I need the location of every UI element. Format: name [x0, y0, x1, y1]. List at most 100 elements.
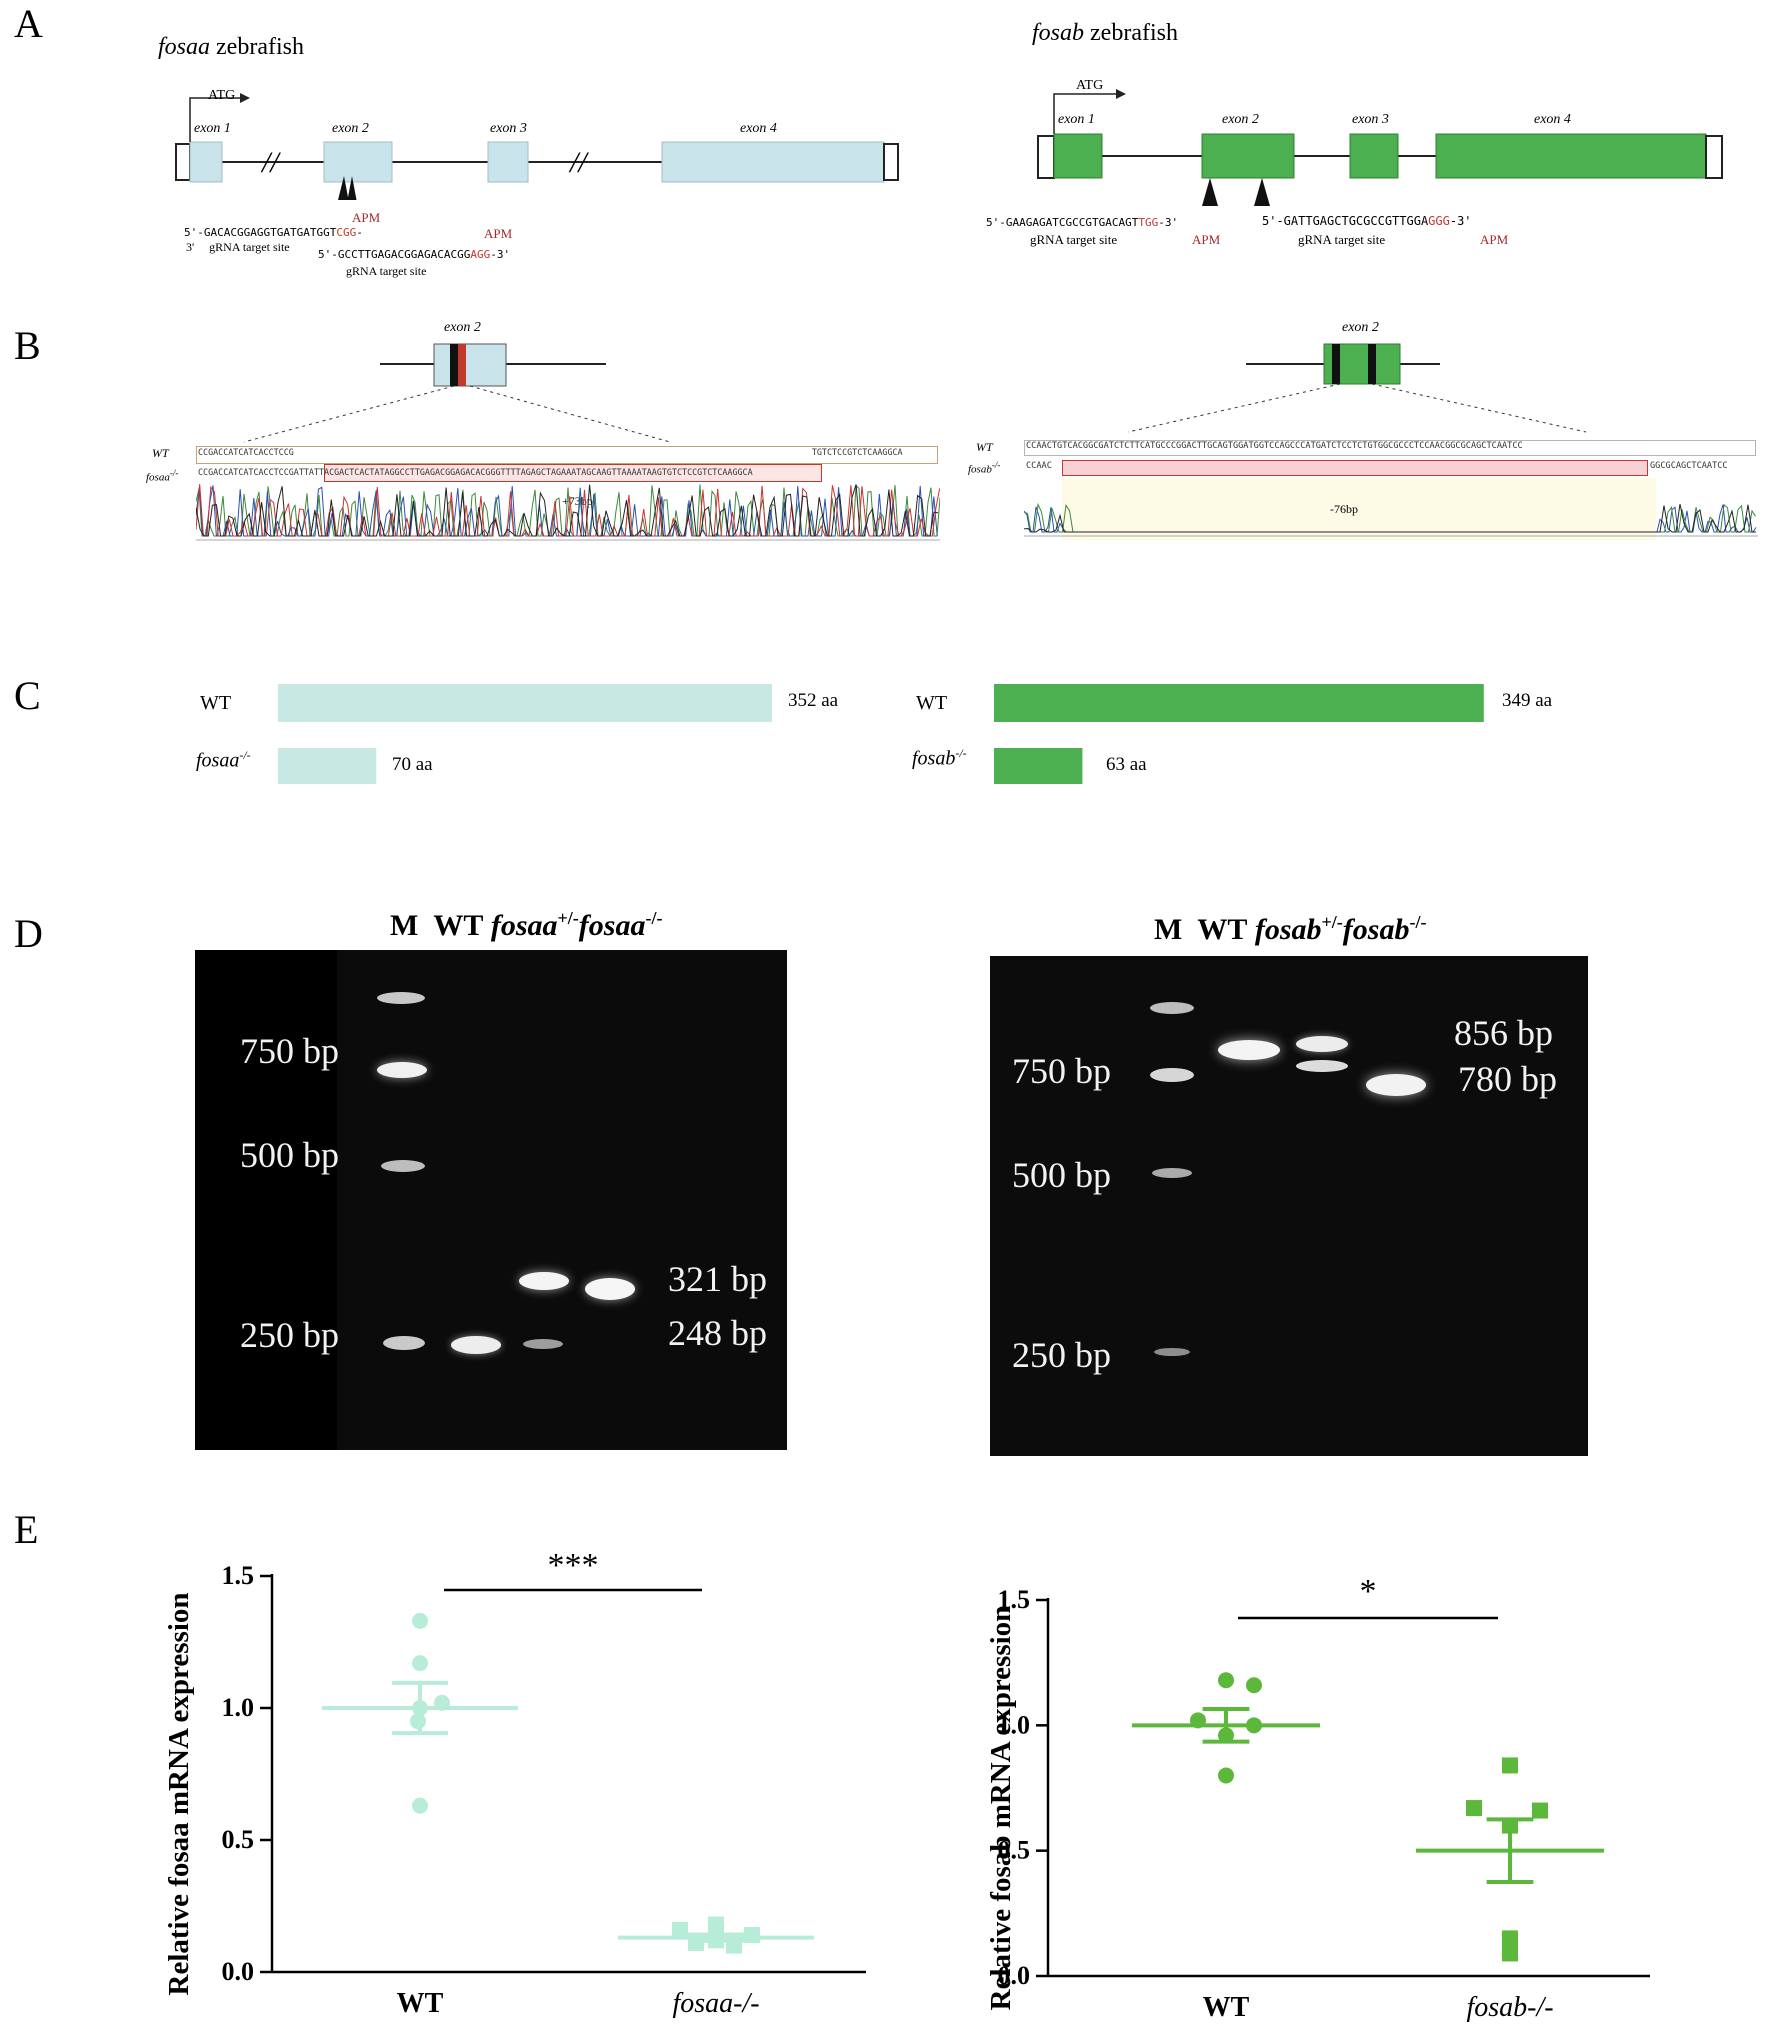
exon3-label-fosaa: exon 3 [490, 121, 527, 136]
grna-seq-1-tail: 3' gRNA target site [186, 240, 290, 254]
data-point [1532, 1802, 1548, 1819]
protein-bar-fosab-mut [994, 748, 1083, 784]
data-point [1502, 1945, 1518, 1962]
gel-band-321: 321 bp [668, 1259, 767, 1299]
gel-marker-750-fosaa: 750 bp [240, 1031, 339, 1071]
exon2-label-fosaa: exon 2 [332, 121, 369, 136]
y-tick-label: 0.0 [998, 1961, 1031, 1990]
gel-image-fosab [990, 956, 1588, 1456]
exon4-label-fosab: exon 4 [1534, 112, 1571, 127]
grna-seq-1: 5'-GACACGGAGGTGATGATGGTCGG- [184, 226, 363, 239]
exon4-label-fosaa: exon 4 [740, 121, 777, 136]
gene-structure-fosab [1037, 89, 1723, 206]
y-tick-label: 1.5 [998, 1585, 1031, 1614]
gel-band-856: 856 bp [1454, 1013, 1553, 1053]
grna-site-2: gRNA target site [346, 264, 427, 278]
insertion-box-fosaa [324, 464, 822, 482]
x-category-label: WT [397, 1988, 444, 2019]
seq-row-label-wt-fosab: WT [976, 440, 993, 454]
x-category-label: WT [1203, 1992, 1250, 2023]
deletion-box-fosab [1062, 460, 1648, 476]
exon2-zoom-fosaa [243, 343, 671, 443]
protein-label-mut-fosaa: fosaa-/- [196, 748, 251, 772]
gel-header-fosab: M WT fosab+/-fosab-/- [1154, 912, 1427, 946]
panel-label-a: A [14, 1, 43, 46]
data-point [1502, 1757, 1518, 1774]
grna-seq-4: 5'-GATTGAGCTGCGCCGTTGGAGGG-3' [1262, 214, 1472, 228]
gel-marker-250-fosaa: 250 bp [240, 1315, 339, 1355]
seq-row-label-mut-fosaa: fosaa-/- [146, 468, 179, 484]
y-tick-label: 0.0 [222, 1957, 255, 1986]
gel-image-fosaa [195, 950, 787, 1450]
gene-title-fosab: fosab zebrafish [1032, 20, 1178, 46]
grna-seq-3: 5'-GAAGAGATCGCCGTGACAGTTGG-3' [986, 216, 1179, 229]
gel-marker-750-fosab: 750 bp [1012, 1051, 1111, 1091]
exon2-zoom-label-fosab: exon 2 [1342, 320, 1379, 335]
data-point [412, 1655, 428, 1672]
exon2-label-fosab: exon 2 [1222, 112, 1259, 127]
data-point [1246, 1677, 1262, 1694]
wt-seq-fosaa: CCGACCATCATCACCTCCG TGTCTCCGTCTCAAGGCA [198, 447, 903, 457]
grna-site-4: gRNA target site [1298, 232, 1386, 247]
mut-seq-fosaa: CCGACCATCATCACCTCCGATTATTACGACTCACTATAGG… [198, 467, 753, 477]
gel-header-fosaa: M WT fosaa+/-fosaa-/- [390, 908, 663, 942]
exon2-zoom-fosab [1127, 343, 1587, 433]
x-category-label: fosab-/- [1466, 1992, 1553, 2023]
chart-fosaa-expression: 0.0 0.5 1.0 1.5 Relative fosaa mRNA expressi… [163, 1547, 866, 2019]
chromatogram-fosaa [196, 484, 940, 541]
mut-seq-fosab-a: CCAAC [1026, 461, 1052, 471]
data-point [672, 1921, 688, 1938]
grna-site-3: gRNA target site [1030, 232, 1118, 247]
exon1-label-fosaa: exon 1 [194, 121, 231, 136]
protein-length-mut-fosab: 63 aa [1106, 754, 1147, 775]
protein-bar-fosab-wt [994, 684, 1484, 722]
protein-label-mut-fosab: fosab-/- [912, 746, 967, 770]
exon2-zoom-label-fosaa: exon 2 [444, 320, 481, 335]
data-point [1218, 1672, 1234, 1689]
protein-length-wt-fosab: 349 aa [1502, 690, 1553, 711]
mut-seq-fosab-b: GGCGCAGCTCAATCC [1650, 461, 1728, 471]
data-point [744, 1927, 760, 1944]
gel-marker-500-fosab: 500 bp [1012, 1155, 1111, 1195]
wt-seq-box-fosaa [196, 446, 938, 464]
y-tick-label: 1.5 [222, 1561, 255, 1590]
gel-marker-250-fosab: 250 bp [1012, 1335, 1111, 1375]
data-point [1218, 1767, 1234, 1784]
y-tick-label: 1.0 [222, 1693, 255, 1722]
gel-band-780: 780 bp [1458, 1059, 1557, 1099]
atg-label-fosaa: ATG [208, 88, 236, 103]
protein-label-wt-fosab: WT [916, 692, 948, 714]
protein-bar-fosaa-mut [278, 748, 377, 784]
indel-label-fosab: -76bp [1330, 502, 1358, 516]
data-point [1502, 1930, 1518, 1947]
gene-title-fosaa: fosaa zebrafish [158, 34, 304, 60]
panel-label-d: D [14, 911, 43, 956]
wt-seq-fosab: CCAACTGTCACGGCGATCTCTTCATGCCCGGACTTGCAGT… [1026, 441, 1523, 451]
gel-band-248: 248 bp [668, 1313, 767, 1353]
chromatogram-bg-fosab [1062, 478, 1656, 540]
y-tick-label: 0.5 [998, 1836, 1031, 1865]
y-axis-label: Relative fosaa mRNA expression [163, 1592, 195, 1995]
data-point [708, 1916, 724, 1933]
panel-label-e: E [14, 1507, 39, 1552]
y-tick-label: 1.0 [998, 1710, 1031, 1739]
apm-label-4: APM [1480, 232, 1509, 247]
exon3-label-fosab: exon 3 [1352, 112, 1389, 127]
apm-label-1: APM [352, 210, 381, 225]
gene-structure-fosaa: // // [175, 93, 899, 200]
svg-text://: // [260, 146, 281, 179]
exon1-label-fosab: exon 1 [1058, 112, 1095, 127]
atg-label-fosab: ATG [1076, 78, 1104, 93]
seq-row-label-wt-fosaa: WT [152, 446, 169, 460]
panel-label-c: C [14, 673, 41, 718]
panel-label-b: B [14, 323, 41, 368]
chromatogram-fosab [1024, 502, 1758, 537]
y-tick-label: 0.5 [222, 1825, 255, 1854]
y-axis-label: Relative fosab mRNA expression [985, 1606, 1017, 2011]
protein-length-mut-fosaa: 70 aa [392, 754, 433, 775]
wt-seq-box-fosab [1024, 440, 1756, 456]
protein-bar-fosaa-wt [278, 684, 772, 722]
apm-label-2: APM [484, 226, 513, 241]
expression-charts: 0.0 0.5 1.0 1.5 Relative fosaa mRNA expressi… [163, 1547, 1650, 2023]
